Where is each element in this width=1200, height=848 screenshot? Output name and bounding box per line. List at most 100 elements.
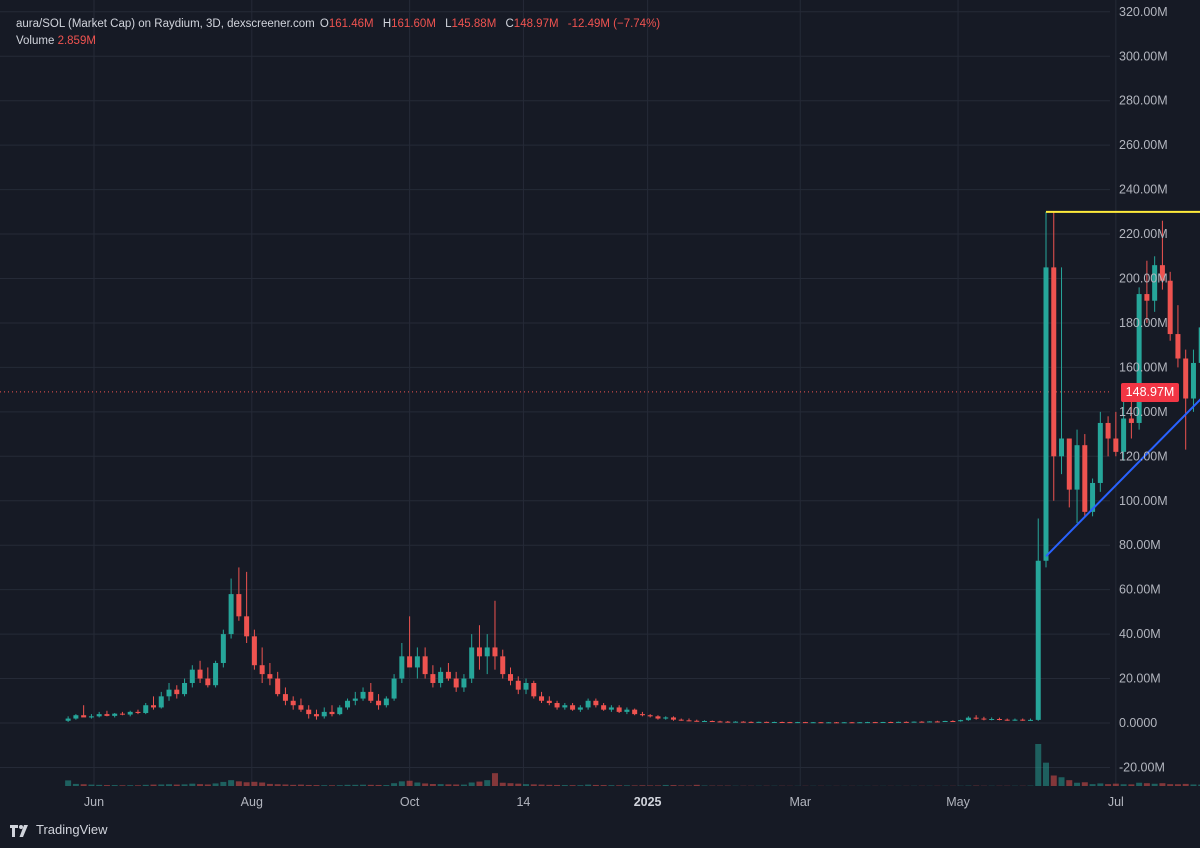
volume-bar [391,783,398,786]
candle-body [1090,482,1096,512]
x-tick-label: May [946,795,970,809]
candle-body [290,700,296,706]
candle-body [593,700,599,706]
volume-bar [111,785,118,786]
x-tick-label: Aug [241,795,263,809]
candle-body [919,721,925,723]
volume-bar [1074,782,1081,786]
candle-body [182,682,188,695]
volume-bar [173,784,180,786]
high-value: 161.60M [391,18,436,30]
candle-body [903,721,909,723]
candle-body [1167,280,1173,335]
candle-body [96,714,102,717]
candle-body [422,656,428,675]
candle-body [1043,267,1049,561]
symbol-title: aura/SOL (Market Cap) on Raydium, 3D, de… [16,18,315,30]
candle-body [950,720,956,722]
candle-body [880,721,886,723]
volume-bar [297,784,304,786]
volume-bar [1159,783,1166,786]
x-tick-label: Oct [400,795,420,809]
volume-bar [1081,782,1088,786]
candle-body [570,705,576,710]
volume-bar [1089,784,1096,786]
candle-body [1190,362,1196,399]
volume-bar [616,785,623,786]
volume-bar [554,784,561,786]
candle-body [888,721,894,723]
volume-bar [1105,784,1112,786]
candle-body [779,721,785,723]
grid-lines [0,0,1117,786]
candle-body [391,678,397,699]
candle-body [523,682,529,690]
volume-value: 2.859M [57,35,96,47]
x-tick-label: Jul [1108,795,1124,809]
time-axis[interactable]: JunAugOct142025MarMayJulSep [84,795,1200,809]
candle-body [740,721,746,723]
candle-body [958,720,964,722]
candle-body [453,678,459,688]
volume-bar [1043,762,1049,786]
volume-bar [623,785,630,786]
volume-bar [360,784,367,786]
volume-bar [453,784,460,786]
volume-bar [600,785,607,786]
candle-body [678,719,684,721]
candle-body [484,647,490,657]
volume-bar [321,785,328,786]
volume-bar [585,784,592,786]
candle-body [601,705,607,710]
volume-bar [437,784,444,786]
candle-body [469,647,475,679]
price-axis[interactable]: 320.00M 300.00M 280.00M 260.00M 240.00M 220.0… [1119,5,1168,775]
volume-bar [1035,744,1042,786]
candle-body [996,718,1002,720]
volume-bar [670,785,677,786]
candle-body [585,700,591,708]
volume-bar [1198,784,1200,786]
candle-body [306,709,312,715]
tradingview-logo[interactable]: TradingView [10,822,108,837]
candle-body [189,669,195,683]
volume-bar [639,785,646,786]
volume-bar [406,780,413,786]
open-value: 161.46M [328,18,374,30]
candle-body [872,722,878,724]
volume-bar [592,784,599,786]
candle-body [1198,327,1200,363]
candle-body [802,722,808,724]
volume-bar [375,784,382,786]
candle-body [228,594,234,635]
x-tick-label: 14 [516,795,530,809]
volume-bar [282,784,289,786]
candle-body [1051,267,1057,457]
candle-body [849,722,855,724]
candles [65,211,1200,724]
volume-bars [65,744,1200,786]
candle-body [399,656,405,679]
y-tick-label: 20.00M [1119,672,1161,686]
candle-body [244,616,250,637]
candle-body [810,722,816,724]
candle-body [686,720,692,722]
candle-body [376,700,382,706]
candle-body [337,707,343,715]
candle-body [88,716,94,718]
candle-body [1020,719,1026,721]
candle-body [492,647,498,657]
close-key: C [505,18,514,30]
volume-bar [127,785,134,786]
candle-body [104,714,110,716]
volume-bar [515,783,522,786]
volume-bar [460,784,467,786]
volume-bar [476,781,483,786]
candle-body [112,713,118,716]
volume-bar [678,785,685,786]
y-tick-label: 180.00M [1119,316,1168,330]
volume-bar [491,773,498,786]
volume-bar [243,782,250,786]
candle-body [352,698,358,701]
